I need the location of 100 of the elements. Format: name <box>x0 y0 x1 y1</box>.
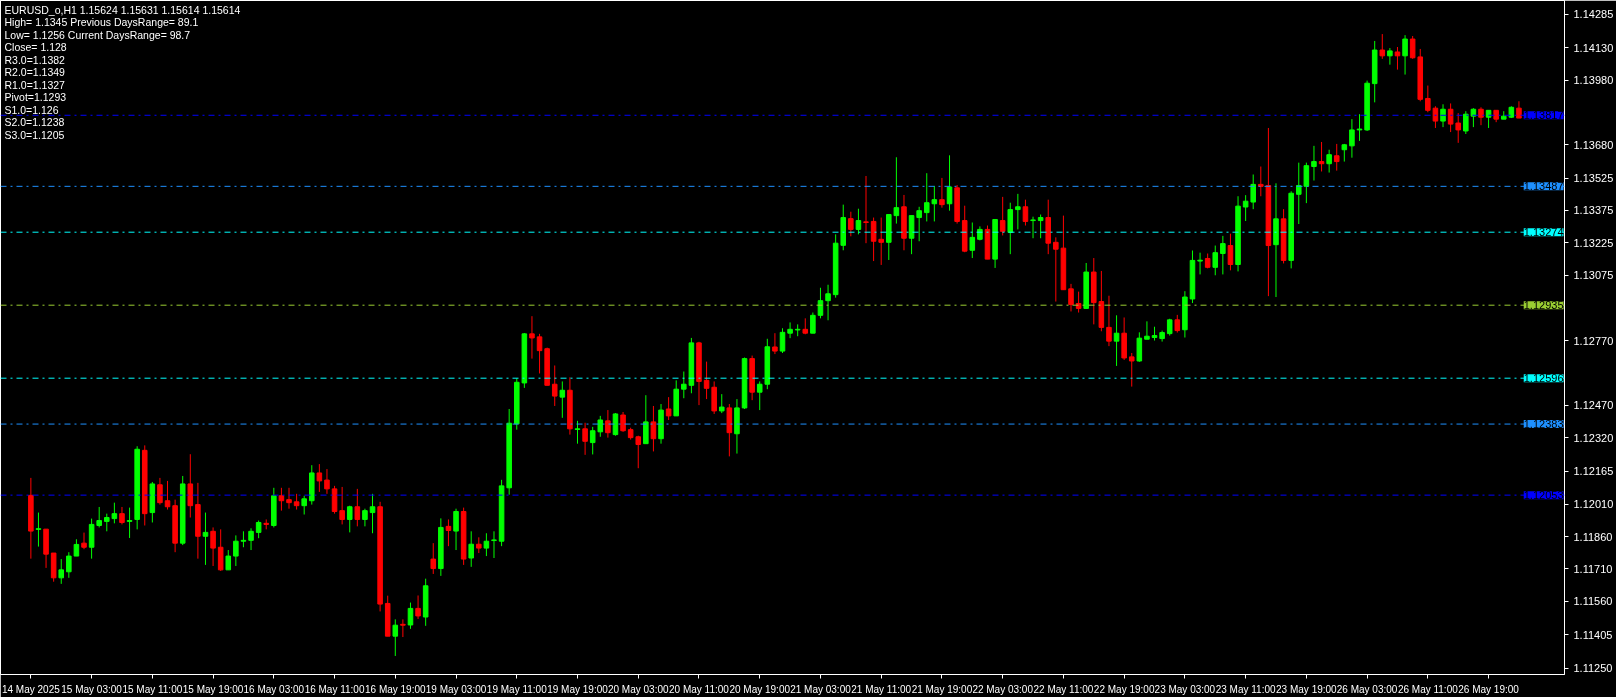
candlestick <box>665 396 672 421</box>
y-tick-label: 1.13525 <box>1573 172 1614 185</box>
candlestick <box>316 463 323 493</box>
candlestick <box>1356 113 1363 142</box>
annotation: Close= 1.128 <box>4 41 67 53</box>
candlestick <box>551 364 558 407</box>
candlestick <box>202 512 209 566</box>
candlestick <box>66 551 72 579</box>
candlestick <box>1106 295 1112 347</box>
candlestick <box>354 488 361 527</box>
candlestick <box>1311 145 1317 182</box>
candlestick <box>286 487 292 510</box>
candlestick <box>233 534 239 567</box>
candlestick <box>1212 245 1219 276</box>
candlestick <box>1144 320 1150 340</box>
candlestick <box>1136 331 1143 363</box>
x-tick-label: 15 May 03:00 <box>61 683 123 695</box>
x-tick-label: 16 May 19:00 <box>365 683 427 695</box>
candlestick <box>1037 214 1044 239</box>
candlestick <box>1333 143 1340 172</box>
candlestick <box>1113 314 1120 367</box>
candlestick <box>908 215 915 255</box>
candlestick <box>536 333 543 374</box>
candlestick <box>248 527 254 551</box>
candlestick <box>718 393 725 414</box>
candlestick <box>863 175 869 244</box>
x-tick-label: 23 May 19:00 <box>1276 683 1338 695</box>
candlestick <box>369 493 376 534</box>
x-tick-label: 21 May 19:00 <box>911 683 973 695</box>
y-tick-label: 1.11250 <box>1573 662 1613 675</box>
candlestick <box>430 542 437 575</box>
y-tick-label: 1.14130 <box>1573 41 1614 54</box>
candlestick <box>1387 47 1393 66</box>
x-tick-label: 20 May 11:00 <box>669 683 730 695</box>
candlestick <box>278 487 285 512</box>
candlestick <box>1022 199 1029 227</box>
candlestick <box>491 530 497 559</box>
candlestick <box>331 485 338 515</box>
candlestick <box>415 594 421 620</box>
candlestick <box>1030 216 1036 239</box>
candlestick <box>81 532 87 550</box>
candlestick <box>1394 46 1401 71</box>
candlestick <box>1402 34 1408 76</box>
ref-line-label: 1.13274 <box>1523 226 1564 239</box>
annotation: Low= 1.1256 Current DaysRange= 98.7 <box>4 28 191 41</box>
candlestick <box>187 453 194 519</box>
candlestick <box>772 332 778 355</box>
candlestick <box>1478 106 1484 126</box>
candlestick <box>1197 252 1203 275</box>
candlestick <box>756 380 763 411</box>
candlestick <box>445 518 452 547</box>
x-tick-label: 19 May 11:00 <box>486 683 548 695</box>
candlestick <box>225 549 232 571</box>
y-tick-label: 1.12470 <box>1573 399 1614 412</box>
candlestick <box>1068 283 1074 312</box>
annotation: R2.0=1.1349 <box>4 66 66 78</box>
candlestick <box>164 480 171 511</box>
candlestick <box>339 486 345 525</box>
x-tick-label: 21 May 03:00 <box>790 683 852 695</box>
candlestick <box>574 420 581 445</box>
candlestick <box>453 508 459 551</box>
x-tick-label: 15 May 11:00 <box>122 683 183 695</box>
candlestick <box>1007 202 1014 255</box>
candlestick <box>35 512 42 548</box>
x-tick-label: 26 May 19:00 <box>1458 683 1520 695</box>
y-tick-label: 1.13075 <box>1573 269 1614 282</box>
y-tick-label: 1.13375 <box>1573 204 1614 217</box>
candlestick <box>1227 233 1234 271</box>
x-tick-label: 20 May 03:00 <box>607 683 669 695</box>
candlestick <box>400 618 406 638</box>
x-tick-label: 19 May 03:00 <box>425 683 487 695</box>
annotation: R3.0=1.1382 <box>4 53 66 66</box>
candlestick <box>407 602 414 630</box>
candlestick <box>1015 193 1021 230</box>
x-tick-label: 16 May 03:00 <box>243 683 305 695</box>
candlestick <box>969 222 976 259</box>
candlestick <box>855 208 862 235</box>
annotation: EURUSD_o,H1 1.15624 1.15631 1.15614 1.15614 <box>4 3 241 16</box>
x-tick-label: 22 May 19:00 <box>1093 683 1155 695</box>
candlestick <box>468 530 474 568</box>
y-tick-label: 1.11860 <box>1573 530 1613 543</box>
y-tick-label: 1.12165 <box>1573 465 1614 478</box>
candlestick <box>810 312 816 334</box>
candlestick <box>787 321 793 339</box>
x-tick-label: 15 May 19:00 <box>182 683 244 695</box>
y-tick-label: 1.13980 <box>1573 74 1614 87</box>
annotation: High= 1.1345 Previous DaysRange= 89.1 <box>4 16 199 28</box>
candlestick <box>999 196 1006 236</box>
candlestick <box>1425 85 1431 113</box>
candlestick <box>1349 118 1355 159</box>
y-tick-label: 1.11560 <box>1573 595 1613 608</box>
candlestick <box>916 206 922 242</box>
y-tick-label: 1.13225 <box>1573 236 1614 249</box>
candlestick <box>848 211 854 237</box>
annotation: S3.0=1.1205 <box>4 128 65 141</box>
x-tick-label: 26 May 11:00 <box>1397 683 1459 695</box>
candlestick <box>643 394 649 445</box>
candlestick <box>346 505 353 533</box>
candlestick <box>157 477 163 506</box>
ref-line-label: 1.12935 <box>1523 299 1564 312</box>
